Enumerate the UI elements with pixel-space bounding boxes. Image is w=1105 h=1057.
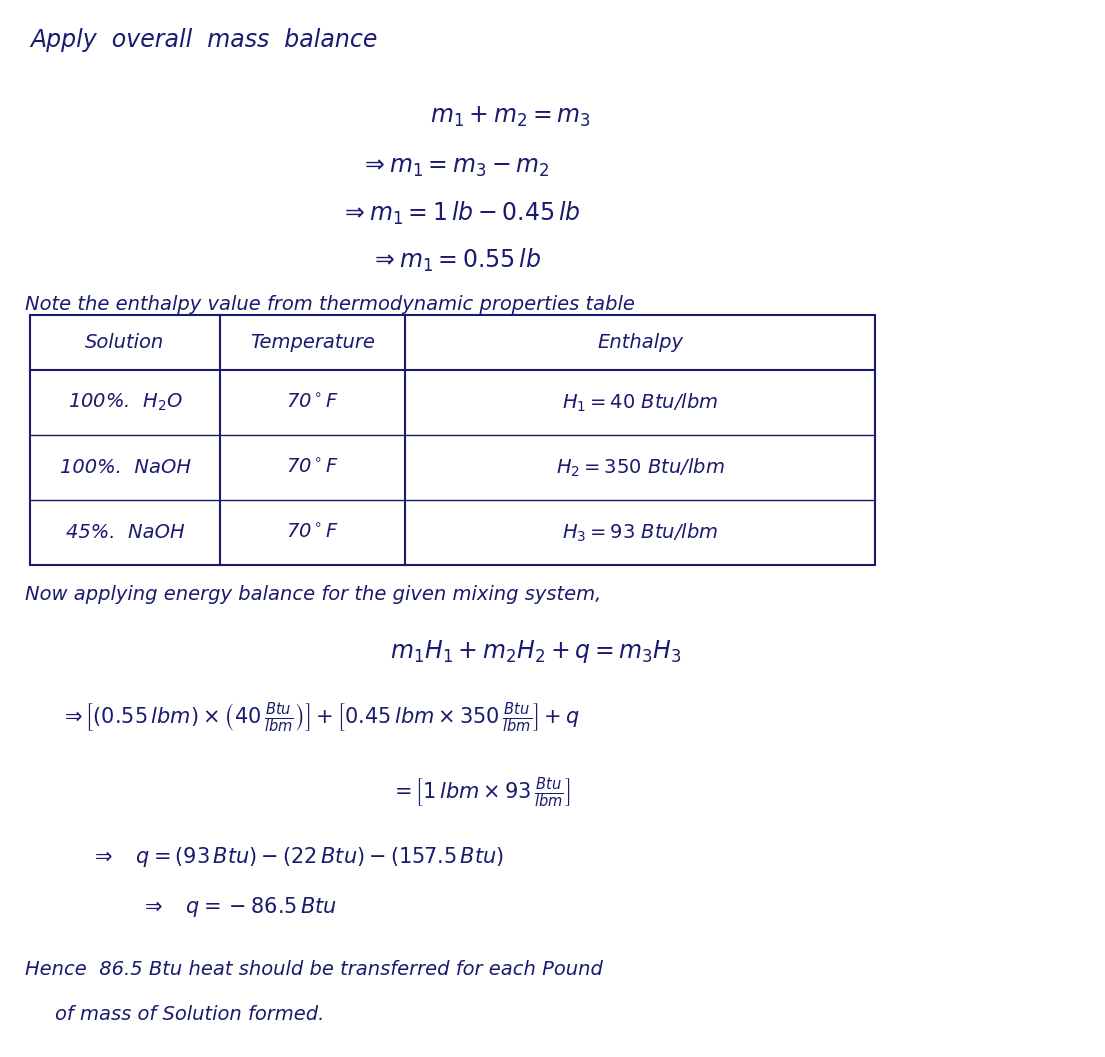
Text: Apply  overall  mass  balance: Apply overall mass balance [30,27,378,52]
Text: $m_1 + m_2 = m_3$: $m_1 + m_2 = m_3$ [430,105,590,129]
Text: $H_2 = 350$ Btu/lbm: $H_2 = 350$ Btu/lbm [556,457,725,479]
Bar [30,315,875,565]
Text: 70$^\circ$F: 70$^\circ$F [286,523,339,542]
Text: $\Rightarrow m_1 = 1\,lb - 0.45\,lb$: $\Rightarrow m_1 = 1\,lb - 0.45\,lb$ [340,200,580,227]
Text: $H_1 = 40$ Btu/lbm: $H_1 = 40$ Btu/lbm [561,391,718,413]
Text: $\Rightarrow m_1 = 0.55\,lb$: $\Rightarrow m_1 = 0.55\,lb$ [370,247,541,274]
Text: $\Rightarrow \quad q = -86.5\,Btu$: $\Rightarrow \quad q = -86.5\,Btu$ [140,895,337,919]
Text: 100%.  NaOH: 100%. NaOH [60,458,190,477]
Text: Hence  86.5 Btu heat should be transferred for each Pound: Hence 86.5 Btu heat should be transferre… [25,960,603,979]
Text: $\Rightarrow m_1 = m_3 - m_2$: $\Rightarrow m_1 = m_3 - m_2$ [360,155,549,179]
Text: of mass of Solution formed.: of mass of Solution formed. [55,1005,325,1024]
Text: 70$^\circ$F: 70$^\circ$F [286,458,339,477]
Text: $= \left[1\,lbm \times 93\,\frac{Btu}{lbm}\right]$: $= \left[1\,lbm \times 93\,\frac{Btu}{lb… [390,775,570,810]
Text: $\Rightarrow \left[(0.55\,lbm)\times\left(40\,\frac{Btu}{lbm}\right)\right] + \l: $\Rightarrow \left[(0.55\,lbm)\times\lef… [60,700,580,735]
Text: Temperature: Temperature [250,333,375,352]
Text: Note the enthalpy value from thermodynamic properties table: Note the enthalpy value from thermodynam… [25,295,635,314]
Text: Now applying energy balance for the given mixing system,: Now applying energy balance for the give… [25,585,601,604]
Text: $\Rightarrow \quad q = (93\,Btu) - (22\,Btu) - (157.5\,Btu)$: $\Rightarrow \quad q = (93\,Btu) - (22\,… [90,845,504,869]
Text: $H_3 = 93$ Btu/lbm: $H_3 = 93$ Btu/lbm [561,521,718,543]
Text: 100%.  H$_2$O: 100%. H$_2$O [67,392,182,413]
Text: 70$^\circ$F: 70$^\circ$F [286,393,339,412]
Text: $m_1H_1 + m_2H_2 + q = m_3H_3$: $m_1H_1 + m_2H_2 + q = m_3H_3$ [390,638,682,665]
Text: Solution: Solution [85,333,165,352]
Text: 45%.  NaOH: 45%. NaOH [65,523,185,542]
Text: Enthalpy: Enthalpy [597,333,683,352]
